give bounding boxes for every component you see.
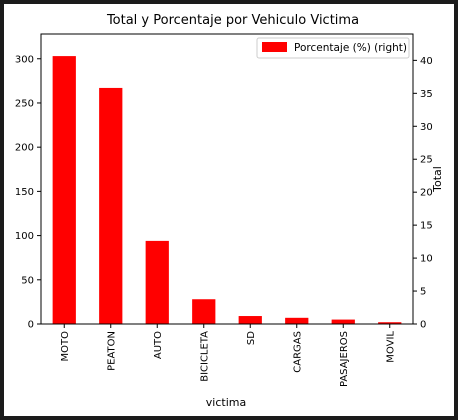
y-right-tick-label: 35	[420, 89, 433, 100]
y-left-tick-label: 100	[15, 231, 34, 242]
bar-movil	[378, 322, 402, 324]
y-left-tick-label: 50	[21, 275, 34, 286]
right-y-axis-label: Total	[431, 166, 444, 193]
y-right-tick-label: 5	[420, 287, 426, 298]
bar-peaton	[99, 87, 123, 325]
bar-cargas	[285, 317, 309, 324]
plot-area	[40, 33, 414, 325]
x-axis-label: victima	[206, 396, 246, 409]
x-tick-label: PASAJEROS	[339, 331, 350, 387]
legend-box	[256, 37, 410, 59]
bar-moto	[52, 56, 76, 324]
x-tick-label: MOTO	[60, 331, 71, 362]
bar-auto	[145, 240, 169, 324]
x-axis: MOTO PEATON AUTO BICICLETA SD CARGAS PASAJEROS…	[60, 324, 396, 387]
bars	[52, 56, 402, 325]
y-left-tick-label: 0	[28, 320, 34, 331]
legend-swatch	[262, 42, 287, 52]
y-left-tick-label: 150	[15, 187, 34, 198]
x-tick-label: CARGAS	[292, 331, 303, 373]
bar-chart: Total y Porcentaje por Vehiculo Victima …	[15, 13, 444, 409]
bar-pasajeros	[331, 319, 355, 324]
y-right-tick-label: 25	[420, 155, 433, 166]
y-left-tick-label: 250	[15, 98, 34, 109]
x-tick-label: BICICLETA	[199, 331, 210, 382]
y-right-tick-label: 20	[420, 188, 433, 199]
y-right-tick-label: 30	[420, 122, 433, 133]
bar-sd	[238, 316, 262, 324]
bar-bicicleta	[192, 299, 216, 324]
x-tick-label: MOVIL	[385, 331, 396, 363]
x-tick-label: PEATON	[106, 331, 117, 371]
left-y-axis: 0 50 100 150 200 250 300	[15, 54, 41, 331]
legend: Porcentaje (%) (right)	[256, 37, 410, 59]
right-y-axis: 0 5 10 15 20 25 30 35 40	[413, 56, 433, 331]
chart-title: Total y Porcentaje por Vehiculo Victima	[106, 13, 359, 28]
y-left-tick-label: 300	[15, 54, 34, 65]
x-tick-label: SD	[246, 331, 257, 345]
y-right-tick-label: 15	[420, 221, 433, 232]
x-tick-label: AUTO	[153, 331, 164, 359]
y-right-tick-label: 40	[420, 56, 433, 67]
y-left-tick-label: 200	[15, 143, 34, 154]
chart-frame: Total y Porcentaje por Vehiculo Victima …	[4, 4, 454, 416]
y-right-tick-label: 10	[420, 254, 433, 265]
legend-label: Porcentaje (%) (right)	[294, 42, 407, 54]
y-right-tick-label: 0	[420, 320, 426, 331]
